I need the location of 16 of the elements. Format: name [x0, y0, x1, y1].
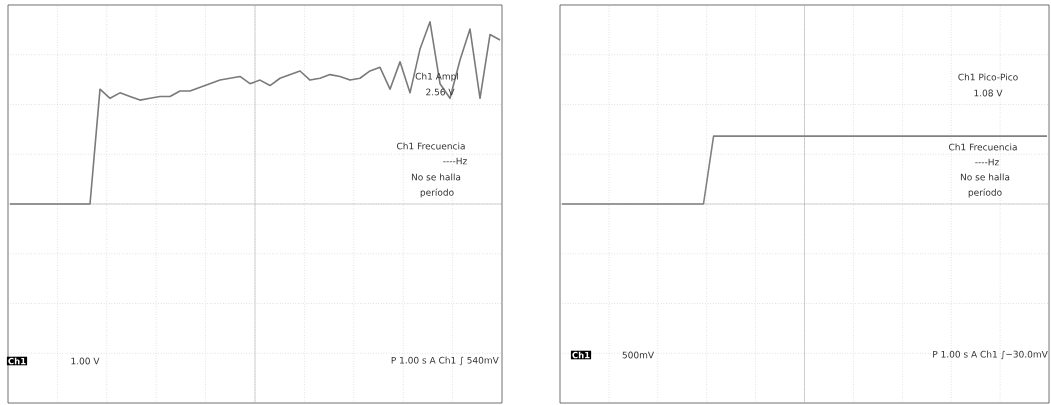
text: P 1.00 s A Ch1 ∫ 540mV [391, 356, 499, 366]
text: Ch1 [572, 351, 590, 359]
annotation: ----Hz [975, 158, 999, 166]
annotation: período [420, 188, 454, 198]
annotation: período [968, 188, 1002, 198]
text: Ch1 [8, 357, 26, 365]
text: Ch1 Pico-Pico [958, 73, 1018, 81]
annotation: No se halla [960, 173, 1010, 181]
annotation: Ch1 Frecuencia [397, 142, 465, 150]
annotation: No se halla [411, 173, 461, 181]
text: 1.08 V [974, 89, 1003, 97]
annotation: ----Hz [443, 157, 467, 165]
annotation: Ch1 Frecuencia [949, 143, 1017, 151]
text: 500mV [622, 351, 654, 359]
text: P 1.00 s A Ch1 ∫−30.0mV [933, 350, 1048, 360]
text: 1.00 V [71, 357, 100, 365]
